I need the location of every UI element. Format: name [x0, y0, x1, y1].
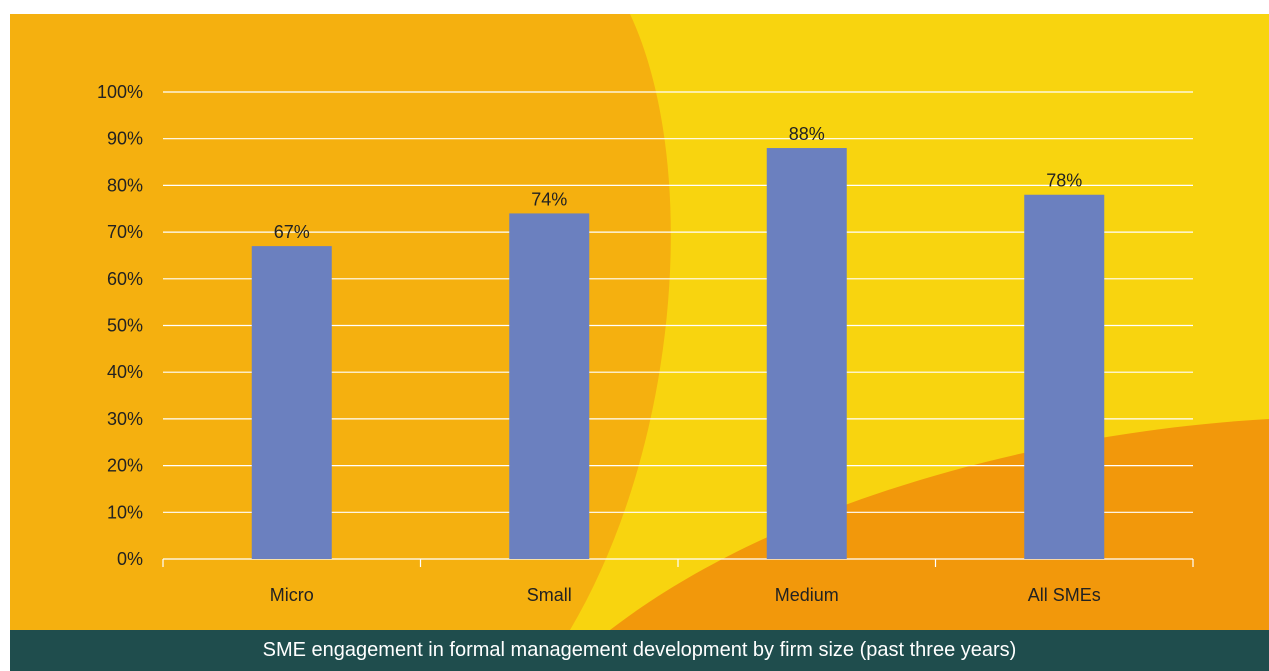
- y-tick-label: 50%: [107, 316, 143, 336]
- y-tick-label: 30%: [107, 409, 143, 429]
- data-label: 67%: [274, 222, 310, 242]
- y-tick-label: 90%: [107, 129, 143, 149]
- y-tick-label: 70%: [107, 222, 143, 242]
- y-tick-label: 20%: [107, 456, 143, 476]
- bar-chart: 0% 10% 20% 30% 40% 50% 60% 70% 80% 90% 100% 67% 74%…: [10, 14, 1269, 630]
- y-tick-label: 0%: [117, 549, 143, 569]
- bar-all-smes: [1024, 194, 1105, 560]
- chart-figure: 0% 10% 20% 30% 40% 50% 60% 70% 80% 90% 100% 67% 74%…: [10, 14, 1269, 671]
- y-tick-label: 80%: [107, 175, 143, 195]
- gridlines: [163, 91, 1193, 560]
- y-tick-label: 60%: [107, 269, 143, 289]
- x-axis: Micro Small Medium All SMEs: [162, 559, 1194, 605]
- bar-small: [509, 213, 590, 560]
- data-label: 78%: [1046, 171, 1082, 191]
- y-tick-label: 40%: [107, 362, 143, 382]
- bars: 67% 74% 88% 78%: [251, 124, 1105, 560]
- chart-caption: SME engagement in formal management deve…: [262, 639, 1017, 661]
- y-tick-label: 10%: [107, 502, 143, 522]
- bar-micro: [251, 246, 332, 560]
- category-label: Micro: [270, 585, 314, 605]
- data-label: 74%: [531, 189, 567, 209]
- category-label: Medium: [775, 585, 839, 605]
- category-label: Small: [527, 585, 572, 605]
- bar-medium: [766, 148, 847, 560]
- category-label: All SMEs: [1028, 585, 1101, 605]
- y-axis: 0% 10% 20% 30% 40% 50% 60% 70% 80% 90% 100%: [97, 82, 143, 569]
- y-tick-label: 100%: [97, 82, 143, 102]
- data-label: 88%: [789, 124, 825, 144]
- caption-bar: SME engagement in formal management deve…: [10, 630, 1269, 671]
